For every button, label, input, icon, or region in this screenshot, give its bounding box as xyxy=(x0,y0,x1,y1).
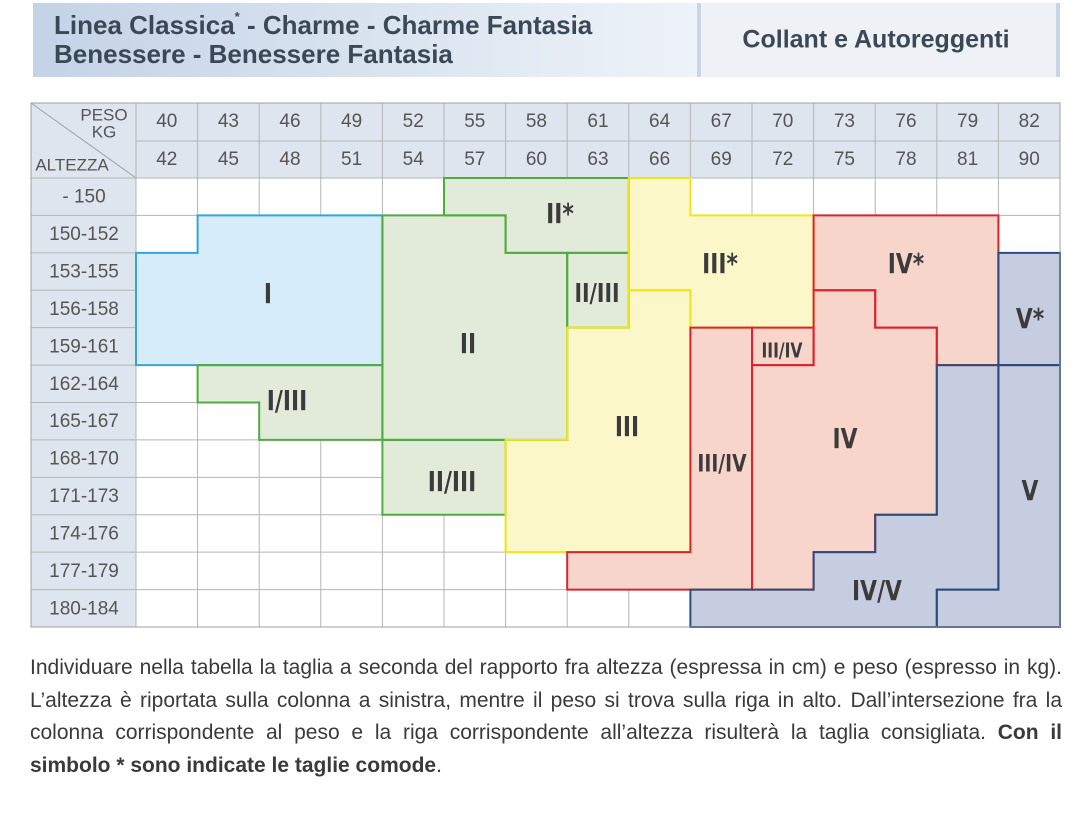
weight-to: 60 xyxy=(526,149,547,170)
size-label: III* xyxy=(702,247,738,279)
note-text: . xyxy=(436,753,442,777)
weight-from: 64 xyxy=(649,111,671,132)
size-area xyxy=(197,365,383,440)
corner-label: PESO xyxy=(80,105,127,124)
size-area xyxy=(567,327,752,590)
height-label: 177-179 xyxy=(49,561,119,582)
header-band xyxy=(700,3,1060,77)
title: Linea Classica* - Charme - Charme Fantas… xyxy=(54,9,593,39)
weight-from: 55 xyxy=(464,111,485,132)
size-area xyxy=(752,327,814,366)
size-area xyxy=(813,215,999,366)
size-label: II/III xyxy=(574,279,619,309)
size-area xyxy=(136,215,383,366)
weight-to: 63 xyxy=(587,149,608,170)
weight-from: 73 xyxy=(834,111,855,132)
weight-from: 58 xyxy=(526,111,547,132)
size-area xyxy=(567,252,629,328)
subtitle: Collant e Autoreggenti xyxy=(742,26,1009,54)
weight-from: 52 xyxy=(403,111,424,132)
height-label: 174-176 xyxy=(49,523,119,544)
weight-to: 51 xyxy=(341,149,362,170)
weight-from: 76 xyxy=(895,111,916,132)
weight-from: 61 xyxy=(587,111,608,132)
size-label: V xyxy=(1022,474,1039,506)
size-label: II* xyxy=(546,197,574,229)
corner-label: ALTEZZA xyxy=(35,155,109,174)
size-area xyxy=(382,439,506,515)
header-band xyxy=(33,3,697,77)
weight-from: 82 xyxy=(1019,111,1040,132)
size-label: III/IV xyxy=(697,451,746,479)
note-bold: Con il simbolo * sono indicate le taglie… xyxy=(30,721,1063,777)
size-label: I/III xyxy=(267,384,307,416)
weight-to: 81 xyxy=(957,149,978,170)
size-label: I xyxy=(264,277,272,309)
size-label: IV xyxy=(832,422,858,454)
height-label: 150-152 xyxy=(49,224,119,245)
height-label: 165-167 xyxy=(49,411,119,432)
size-area xyxy=(998,252,1060,366)
size-label: V* xyxy=(1016,302,1044,334)
title-part: - Charme - Charme Fantasia xyxy=(240,10,593,40)
size-label: IV/V xyxy=(852,574,902,606)
weight-from: 67 xyxy=(711,111,732,132)
weight-from: 49 xyxy=(341,111,362,132)
size-area xyxy=(382,215,568,440)
weight-to: 42 xyxy=(156,149,177,170)
weight-from: 43 xyxy=(218,111,239,132)
height-label: 162-164 xyxy=(49,374,119,395)
weight-to: 48 xyxy=(279,149,300,170)
weight-to: 54 xyxy=(403,149,425,170)
height-label: 171-173 xyxy=(49,486,119,507)
weight-to: 78 xyxy=(895,149,916,170)
size-label: III/IV xyxy=(762,340,803,363)
height-label: 156-158 xyxy=(49,299,119,320)
header-divider xyxy=(697,3,701,77)
table-border xyxy=(30,102,1061,628)
note-text: Individuare nella tabella la taglia a se… xyxy=(30,656,1062,744)
corner-diagonal xyxy=(30,102,137,179)
size-area xyxy=(505,290,691,553)
weight-from: 70 xyxy=(772,111,793,132)
weight-to: 57 xyxy=(464,149,485,170)
size-label: III xyxy=(615,410,639,442)
corner-label: KG xyxy=(92,122,117,141)
size-label: IV* xyxy=(888,247,924,279)
weight-to: 75 xyxy=(834,149,855,170)
weight-to: 45 xyxy=(218,149,239,170)
title-mark: * xyxy=(235,9,241,24)
size-area xyxy=(444,178,629,253)
size-label: II/III xyxy=(428,465,477,497)
weight-from: 79 xyxy=(957,111,978,132)
height-label: - 150 xyxy=(62,187,105,208)
weight-to: 66 xyxy=(649,149,670,170)
size-label: II xyxy=(460,327,476,359)
weight-to: 90 xyxy=(1019,149,1040,170)
weight-from: 40 xyxy=(156,111,177,132)
header-divider xyxy=(1056,3,1060,77)
height-label: 153-155 xyxy=(49,262,119,283)
weight-to: 72 xyxy=(772,149,793,170)
title-part: Linea Classica xyxy=(54,10,235,40)
size-chart: Linea Classica* - Charme - Charme Fantas… xyxy=(30,3,1061,628)
height-label: 168-170 xyxy=(49,449,119,470)
height-label: 180-184 xyxy=(49,598,119,619)
size-area xyxy=(690,365,999,627)
weight-from: 46 xyxy=(279,111,300,132)
title: Benessere - Benessere Fantasia xyxy=(54,39,453,69)
note: Individuare nella tabella la taglia a se… xyxy=(30,652,1062,782)
height-label: 159-161 xyxy=(49,336,119,357)
weight-to: 69 xyxy=(711,149,732,170)
